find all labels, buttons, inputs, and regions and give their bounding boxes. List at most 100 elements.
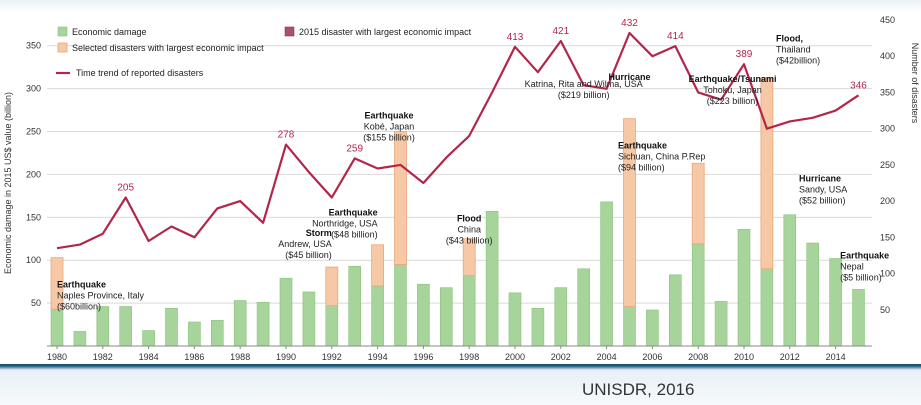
x-tick-label: 1990 <box>276 352 296 362</box>
legend-label: Economic damage <box>72 27 147 37</box>
peak-label: 205 <box>117 182 134 193</box>
annotation-text: Sandy, USA <box>799 184 847 194</box>
highlight-bar <box>394 131 407 265</box>
annotation-title: Earthquake <box>329 208 378 218</box>
annotation-text: ($5 billion) <box>840 272 882 282</box>
y-tick-label: 250 <box>26 127 41 137</box>
highlight-bar <box>760 77 774 270</box>
legend-swatch-orange <box>57 42 68 53</box>
highlight-bar <box>691 162 705 245</box>
y2-tick-label: 450 <box>880 15 895 25</box>
x-tick-label: 2010 <box>734 352 754 362</box>
highlight-bar <box>50 257 64 310</box>
damage-bar <box>394 264 407 347</box>
damage-bar <box>325 305 339 347</box>
peak-label: 414 <box>667 31 684 42</box>
annotation-text: ($155 billion) <box>363 133 415 143</box>
y2-tick-label: 350 <box>880 87 895 97</box>
damage-bar <box>302 291 316 347</box>
annotation-text: ($94 billion) <box>618 163 665 173</box>
y2-tick-label: 250 <box>880 160 895 170</box>
damage-bar <box>462 275 476 347</box>
damage-bar <box>668 274 682 347</box>
y-tick-label: 200 <box>26 169 41 179</box>
damage-bar <box>73 331 87 347</box>
annotation-text: Kobé, Japan <box>364 122 415 132</box>
annotation-text: ($48 billion) <box>331 230 378 240</box>
x-tick-label: 1986 <box>184 352 204 362</box>
disaster-trend: 205 278 259 413 421 432 414 389 346 <box>56 18 867 250</box>
y2-tick-label: 400 <box>880 51 895 61</box>
peak-label: 413 <box>507 32 524 43</box>
annotation-text: Naples Province, Italy <box>57 291 145 301</box>
annotation-text: Nepal <box>840 261 864 271</box>
x-tick-label: 1984 <box>139 352 159 362</box>
damage-bar <box>623 306 636 347</box>
damage-bar <box>417 283 430 347</box>
damage-bar <box>646 309 659 347</box>
x-tick-label: 2000 <box>505 352 525 362</box>
y-tick-label: 50 <box>31 298 41 308</box>
damage-bar <box>439 287 453 347</box>
annotation-text: ($43 billion) <box>446 236 493 246</box>
damage-bar <box>119 306 132 347</box>
x-tick-label: 1980 <box>47 352 67 362</box>
annotation-title: Flood, <box>776 33 803 43</box>
damage-bar <box>691 243 705 347</box>
annotation-title: Earthquake <box>365 111 414 121</box>
damage-bar <box>852 289 865 347</box>
damage-bar <box>554 287 568 347</box>
annotation-text: ($223 billion) <box>707 96 759 106</box>
annotation-text: ($45 billion) <box>285 250 332 260</box>
x-tick-label: 1982 <box>93 352 113 362</box>
damage-bar <box>50 308 64 347</box>
peak-label: 432 <box>621 18 638 29</box>
legend-label: 2015 disaster with largest economic impa… <box>299 27 472 37</box>
damage-bar <box>371 285 384 347</box>
x-tick-label: 2008 <box>688 352 708 362</box>
annotation-text: Katrina, Rita and Wilma, USA <box>525 79 643 89</box>
damage-bar <box>760 268 774 347</box>
source-label: UNISDR, 2016 <box>582 380 695 399</box>
damage-bar <box>737 229 751 347</box>
legend-swatch-green <box>57 26 68 37</box>
peak-label: 389 <box>736 49 753 60</box>
y-tick-label: 100 <box>26 255 41 265</box>
damage-bar <box>188 321 201 347</box>
annotation-text: ($219 billion) <box>558 90 610 100</box>
damage-bar <box>714 301 728 347</box>
x-tick-label: 1994 <box>368 352 388 362</box>
highlight-bar <box>325 266 339 307</box>
damage-bar <box>600 201 613 347</box>
annotation-title: Earthquake/Tsunami <box>689 74 777 84</box>
x-tick-label: 2004 <box>597 352 617 362</box>
annotation-text: Northridge, USA <box>312 219 378 229</box>
annotation-title: Storm <box>306 228 332 238</box>
annotation-title: Hurricane <box>799 173 841 183</box>
x-tick-label: 2002 <box>551 352 571 362</box>
damage-bar <box>233 300 247 347</box>
x-tick-label: 2006 <box>642 352 662 362</box>
grid-lines <box>47 45 872 304</box>
legend-label: Time trend of reported disasters <box>76 68 204 78</box>
highlight-bar <box>623 118 636 307</box>
highlight-bar <box>462 238 476 277</box>
legend-swatch-purple <box>284 26 295 37</box>
highlight-bar <box>371 244 385 287</box>
annotation-title: Flood <box>457 214 482 224</box>
y-tick-label: 300 <box>26 84 41 94</box>
legend-label: Selected disasters with largest economic… <box>72 43 264 53</box>
disaster-trend-line <box>56 31 860 250</box>
damage-bar <box>577 268 591 347</box>
damage-bar <box>508 292 522 347</box>
x-tick-label: 1992 <box>322 352 342 362</box>
annotation-title: Hurricane <box>608 72 650 82</box>
damage-bar <box>485 211 499 347</box>
annotation-text: ($60billion) <box>57 302 101 312</box>
footer-band <box>0 364 921 405</box>
annotation-title: Earthquake <box>618 141 667 151</box>
y-tick-label: 150 <box>26 212 41 222</box>
annotation-title: Earthquake <box>57 280 106 290</box>
